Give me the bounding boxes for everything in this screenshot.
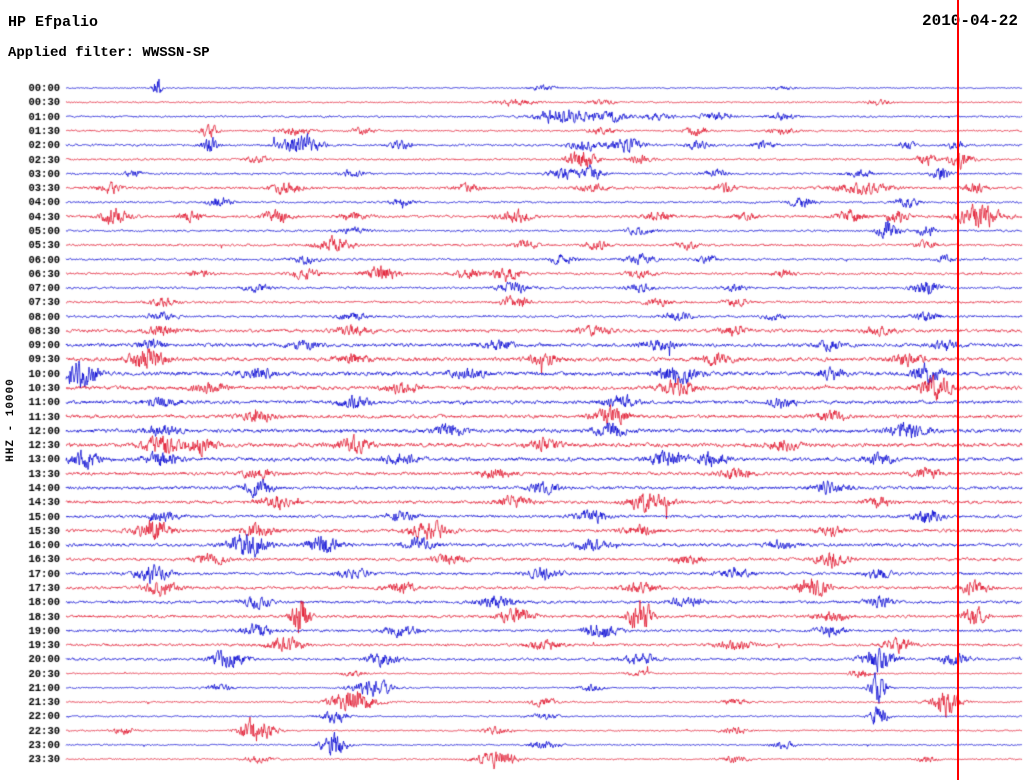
channel-scale-label: HHZ - 10000 [5,378,17,462]
date-label: 2010-04-22 [921,12,1018,30]
filter-label: Applied filter: WWSSN-SP [8,45,210,61]
station-title: HP Efpalio [8,14,99,31]
current-time-cursor-line [957,0,959,780]
